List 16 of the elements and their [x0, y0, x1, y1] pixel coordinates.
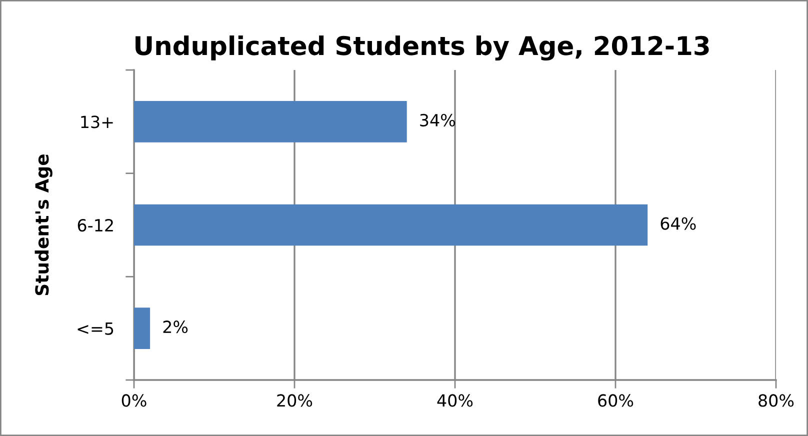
x-tick-label: 20%	[277, 394, 312, 407]
bar	[134, 308, 150, 349]
data-label: 64%	[660, 217, 696, 230]
data-label: 2%	[163, 320, 188, 334]
y-axis-title: Student's Age	[34, 154, 52, 296]
x-tick-label: 40%	[437, 394, 473, 407]
y-tick-label: 13+	[81, 116, 113, 128]
y-tick-label: <=5	[78, 322, 114, 335]
chart-title: Unduplicated Students by Age, 2012-13	[136, 35, 709, 61]
x-tick-label: 80%	[758, 394, 794, 407]
bar	[134, 101, 407, 142]
y-tick-label: 6-12	[78, 218, 113, 232]
x-tick-label: 0%	[122, 394, 146, 407]
data-label: 34%	[420, 114, 456, 127]
bar	[134, 204, 648, 246]
x-tick-label: 60%	[598, 394, 634, 407]
